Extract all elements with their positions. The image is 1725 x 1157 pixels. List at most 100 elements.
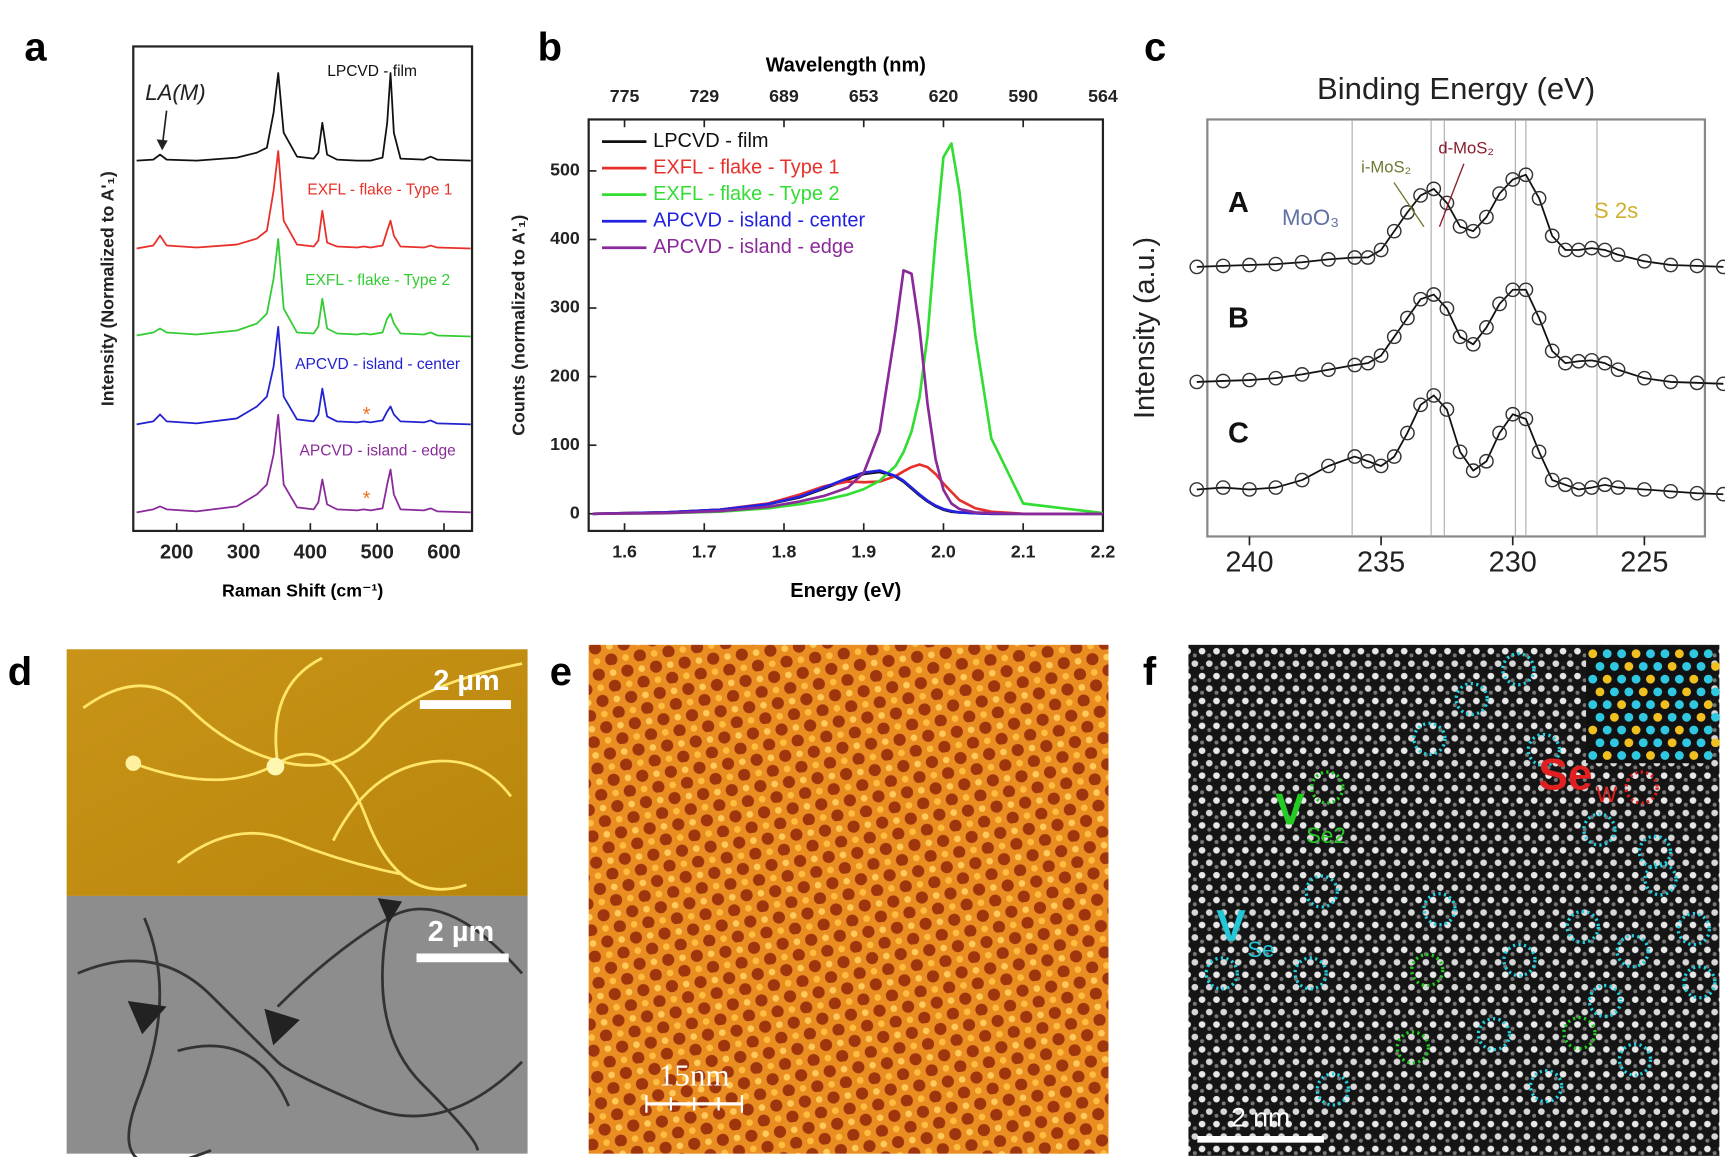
figure-body: 2 µm 2 µm 15nm 2 nm V Se2 V Se Se W a b c d… (8, 25, 1725, 1157)
data-point (1610, 362, 1626, 378)
data-point (1518, 411, 1534, 427)
vacancy-marker (1502, 942, 1537, 978)
series-label: A (1228, 187, 1249, 219)
scale-bar-label: 2 µm (433, 665, 499, 697)
data-point (1597, 242, 1613, 258)
legend-label: APCVD - island - center (653, 210, 865, 232)
sem-island (377, 898, 403, 924)
panel-label: d (8, 650, 32, 694)
lattice-atom (1646, 649, 1655, 659)
data-point (1268, 256, 1284, 272)
annotation-arrowhead (156, 139, 168, 151)
data-point (1663, 374, 1679, 390)
data-point (1386, 329, 1402, 345)
vacancy-marker (1454, 681, 1489, 717)
lattice-atom (1646, 725, 1655, 735)
data-point (1189, 259, 1205, 275)
vacancy-marker (1410, 952, 1445, 988)
data-point (1426, 181, 1442, 197)
vacancy-marker (1617, 1042, 1653, 1077)
lattice-atom (1682, 738, 1692, 748)
lattice-atom (1711, 738, 1720, 748)
vacancy-marker (1204, 956, 1239, 991)
lattice-atom (1638, 712, 1648, 722)
data-point (1189, 482, 1205, 497)
lattice-atom (1624, 662, 1634, 671)
lattice-atom (1638, 738, 1648, 748)
data-point (1479, 453, 1494, 469)
data-point (1492, 186, 1507, 201)
series-label: APCVD - island - center (295, 356, 460, 373)
data-point (1610, 480, 1626, 495)
data-point (1531, 444, 1547, 460)
lattice-atom (1682, 687, 1692, 697)
lattice-atom (1602, 751, 1612, 760)
lattice-atom (1689, 674, 1699, 684)
chart: 200 300 400 500 600 Raman Shift (cm⁻¹) Intensi… (98, 45, 474, 600)
x-tick-label: 1.9 (851, 542, 876, 562)
lattice-atom (1696, 738, 1706, 748)
lattice-atom (1617, 674, 1627, 684)
data-point (1452, 219, 1468, 234)
series-label: EXFL - flake - Type 2 (305, 272, 450, 289)
lattice-atom (1588, 725, 1598, 735)
lattice-atom (1631, 649, 1641, 659)
lattice-atom (1617, 700, 1627, 710)
lattice-atom (1674, 751, 1684, 760)
lattice-atom (1689, 700, 1699, 710)
lattice-atom (1595, 738, 1605, 748)
data-point (1321, 458, 1336, 474)
x2-tick-label: 689 (769, 86, 799, 106)
scale-bar-ticks (645, 1095, 744, 1113)
vacancy-marker (1643, 862, 1678, 897)
vacancy-marker (1526, 732, 1562, 768)
y-axis-title: Intensity (a.u.) (1129, 237, 1161, 419)
x-tick-label: 240 (1225, 547, 1273, 579)
lattice-atom (1646, 700, 1655, 710)
series-line (136, 238, 471, 338)
lattice-atom (1696, 662, 1706, 671)
vacancy-marker (1682, 965, 1717, 1000)
lattice-atom (1660, 725, 1670, 735)
x-tick-label: 1.8 (772, 542, 797, 562)
x-tick-label: 235 (1357, 547, 1405, 579)
data-point (1452, 444, 1468, 460)
x2-tick-label: 653 (849, 86, 879, 106)
lattice-atom (1703, 751, 1713, 760)
lattice-atom (1703, 700, 1713, 710)
plot-frame (587, 118, 1105, 533)
data-point (1465, 463, 1481, 479)
lattice-atom (1602, 725, 1612, 735)
x-tick-label: 500 (360, 541, 393, 563)
annotation: S 2s (1594, 198, 1638, 223)
data-point (1689, 375, 1705, 391)
x2-tick-label: 590 (1008, 86, 1038, 106)
defect-label-sub: W (1596, 782, 1617, 807)
data-point (1663, 257, 1679, 273)
data-point (1531, 310, 1547, 326)
lattice-atom (1638, 687, 1648, 697)
vacancy-marker (1412, 721, 1447, 757)
lattice-atom (1711, 712, 1720, 722)
x2-tick-label: 729 (689, 86, 719, 106)
sem-island (264, 1008, 300, 1046)
stm-overlay (588, 644, 1109, 1154)
data-point (1689, 258, 1705, 274)
lattice-atom (1703, 649, 1713, 659)
lattice-atom (1696, 687, 1706, 697)
data-point (1465, 336, 1481, 352)
series-line (1196, 173, 1724, 268)
lattice-atom (1646, 751, 1655, 760)
data-point (1636, 253, 1652, 269)
series-label: APCVD - island - edge (300, 442, 456, 459)
defect-label: V (1216, 902, 1246, 951)
y-axis-title: Counts (normalized to A'₁) (508, 215, 528, 436)
data-point (1215, 480, 1231, 495)
data-point (1242, 482, 1257, 497)
lattice-atom (1667, 738, 1677, 748)
vacancy-marker (1395, 1030, 1431, 1065)
x2-tick-label: 564 (1088, 86, 1118, 106)
vacancy-marker (1422, 892, 1457, 927)
data-point (1479, 320, 1494, 335)
